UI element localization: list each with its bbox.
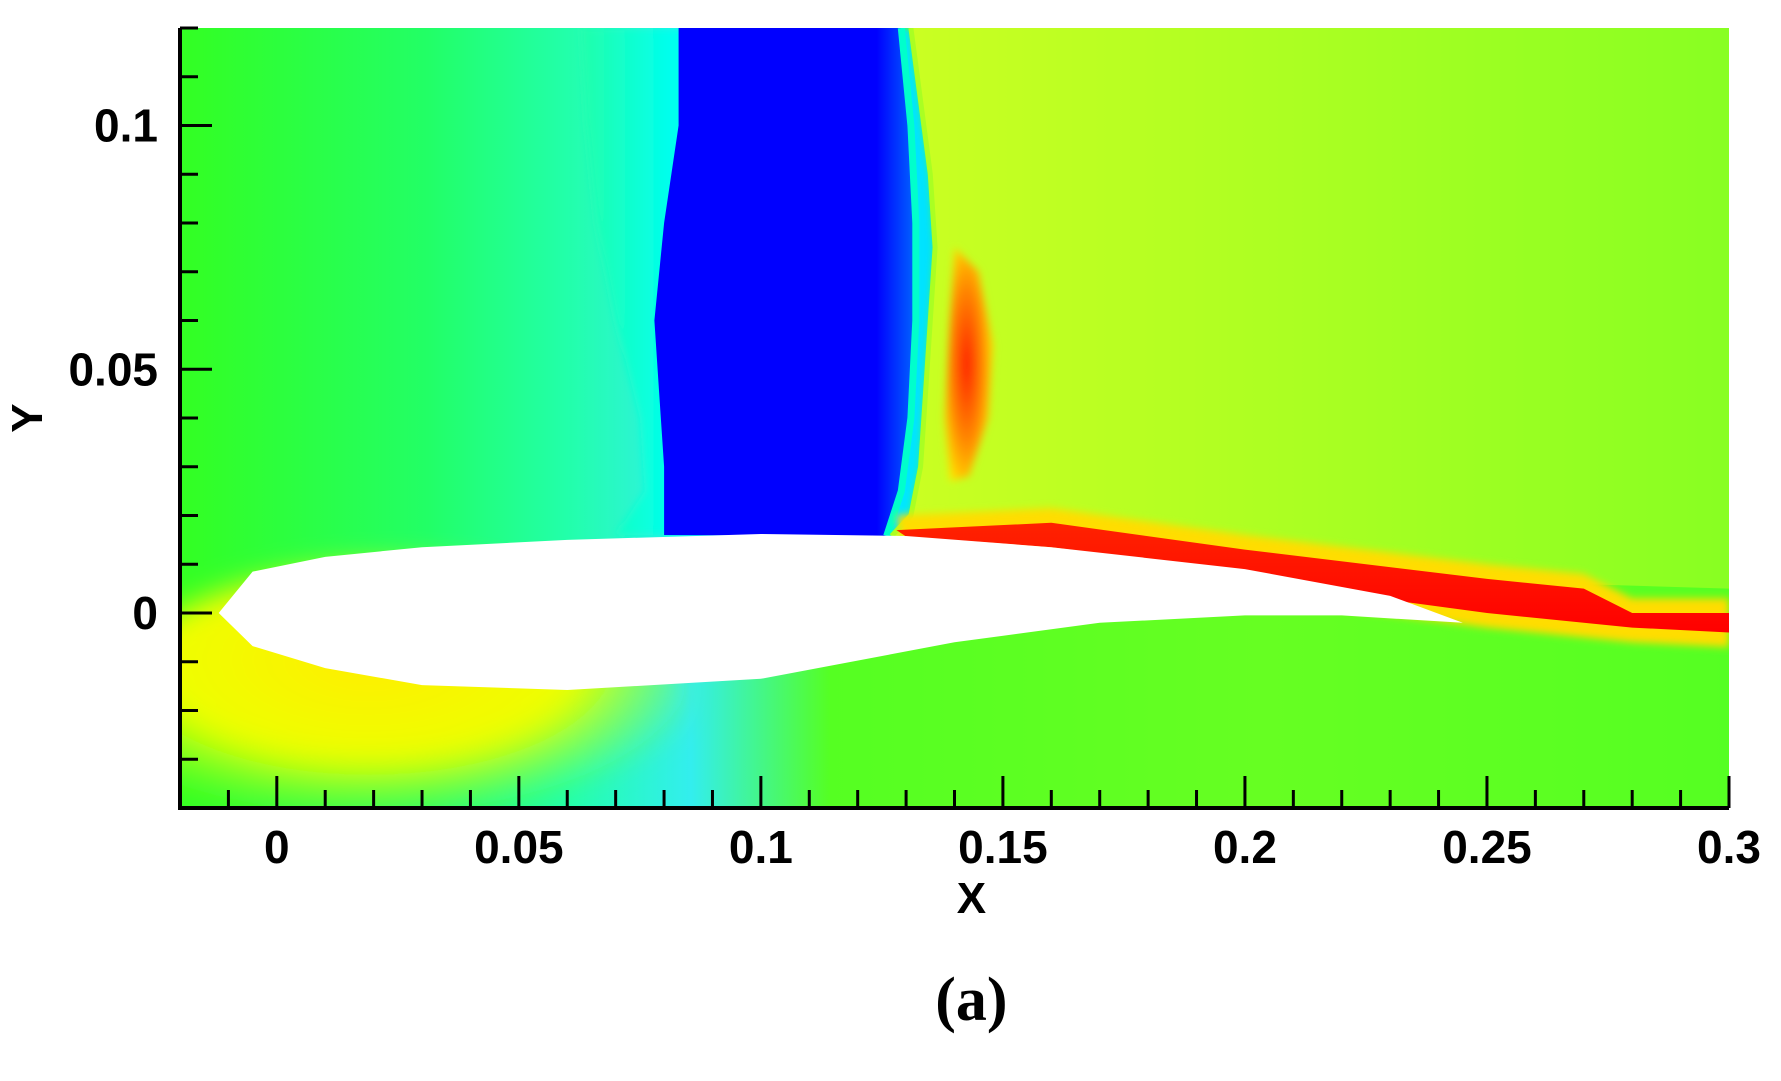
shock-wave-edge — [889, 28, 938, 538]
x-tick-label: 0.25 — [1442, 821, 1532, 873]
suction-side-wake — [896, 522, 1729, 633]
expansion-region — [654, 28, 916, 536]
x-axis-title: X — [957, 874, 986, 923]
axes: 0 0.05 0.1 0.15 0.2 0.25 0.3 0 0.05 0.1 — [68, 26, 1761, 873]
y-tick-label: 0 — [132, 587, 158, 639]
x-tick-label: 0.05 — [474, 821, 564, 873]
airfoil — [218, 534, 1463, 690]
x-tick-label: 0 — [264, 821, 290, 873]
x-tick-label: 0.2 — [1213, 821, 1277, 873]
shock-wave — [883, 28, 920, 538]
x-tick-label: 0.1 — [729, 821, 793, 873]
y-tick-label: 0.05 — [68, 343, 158, 395]
x-tick-label: 0.15 — [958, 821, 1048, 873]
x-tick-label: 0.3 — [1697, 821, 1761, 873]
post-shock-peak — [944, 247, 994, 482]
panel-label: (a) — [935, 966, 1007, 1034]
y-tick-label: 0.1 — [94, 100, 158, 152]
post-shock-region — [891, 28, 1729, 589]
y-axis-title: Y — [3, 403, 52, 432]
contour-field — [180, 28, 1729, 808]
